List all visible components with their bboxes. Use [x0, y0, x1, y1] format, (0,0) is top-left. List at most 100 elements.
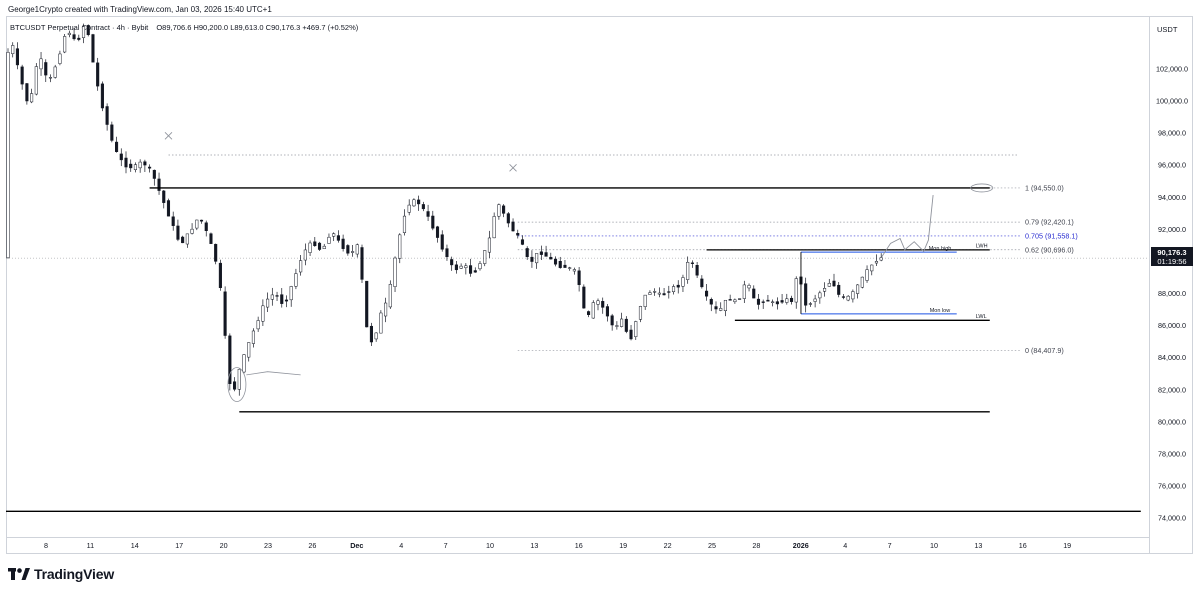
candle-body [63, 36, 67, 53]
y-tick-label: 74,000.0 [1158, 514, 1186, 523]
low-value: L89,613.0 [230, 23, 264, 32]
candle-body [355, 244, 359, 255]
candle-body [823, 288, 827, 292]
candle-body [6, 52, 10, 259]
x-tick-label: Dec [350, 541, 363, 550]
candle-body [634, 321, 638, 337]
x-tick-label: 20 [220, 541, 228, 550]
last-price-value: 90,176.3 [1157, 248, 1187, 257]
y-tick-label: 88,000.0 [1158, 289, 1186, 298]
candle-body [204, 222, 208, 232]
y-tick-label: 86,000.0 [1158, 321, 1186, 330]
x-tick-label: 19 [619, 541, 627, 550]
candle-body [53, 66, 57, 78]
candle-body [148, 166, 152, 169]
candle-body [294, 273, 298, 287]
candle-body [478, 263, 482, 270]
candle-body [440, 234, 444, 250]
candle-body [775, 301, 779, 305]
candle-body [827, 282, 831, 287]
candle-body [492, 216, 496, 239]
candle-body [544, 252, 548, 257]
candle-body [105, 106, 109, 125]
candle-body [865, 269, 869, 281]
last-price-tag: 90,176.3 01:19:56 [1151, 247, 1193, 266]
candle-body [681, 277, 685, 287]
candle-body [700, 278, 704, 288]
candle-body [398, 234, 402, 259]
candle-body [421, 204, 425, 210]
y-tick-label: 94,000.0 [1158, 193, 1186, 202]
candle-body [20, 66, 24, 85]
candle-body [341, 238, 345, 249]
candle-body [728, 299, 732, 301]
y-tick-label: 76,000.0 [1158, 482, 1186, 491]
candle-body [81, 26, 86, 38]
candle-body [407, 204, 411, 213]
candle-body [270, 294, 274, 300]
candle-body [327, 236, 331, 244]
high-value: H90,200.0 [193, 23, 229, 32]
target-circle [970, 183, 994, 193]
x-tick-label: 2026 [793, 541, 809, 550]
x-tick-label: 13 [530, 541, 538, 550]
candle-body [870, 264, 874, 272]
candle-body [756, 298, 761, 305]
candle-body [157, 178, 161, 191]
candle-body [313, 241, 317, 247]
x-tick-label: 22 [664, 541, 672, 550]
candle-body [374, 332, 378, 340]
candle-body [690, 262, 694, 264]
candle-body [100, 83, 104, 109]
candle-body [30, 93, 34, 103]
candle-body [577, 270, 581, 285]
candle-body [553, 258, 558, 265]
fib-label: 0.79 (92,420.1) [1025, 218, 1074, 227]
x-tick-label: 17 [175, 541, 183, 550]
bar-countdown: 01:19:56 [1157, 257, 1187, 266]
x-tick-label: 10 [486, 541, 494, 550]
candle-body [874, 261, 879, 264]
y-tick-label: 98,000.0 [1158, 129, 1186, 138]
x-tick-label: 16 [575, 541, 583, 550]
candle-body [502, 205, 506, 214]
candle-body [841, 296, 845, 298]
currency-label[interactable]: USDT [1157, 25, 1178, 34]
candle-body [11, 45, 15, 54]
candle-body [473, 270, 477, 273]
candle-body [747, 285, 751, 289]
y-tick-label: 96,000.0 [1158, 161, 1186, 170]
candles [6, 23, 883, 396]
candle-body [459, 265, 463, 269]
candle-body [431, 215, 435, 229]
y-tick-label: 78,000.0 [1158, 450, 1186, 459]
candle-body [91, 34, 95, 63]
candle-body [497, 204, 501, 217]
level-label: LWL [976, 314, 987, 320]
candle-body [530, 256, 534, 262]
candle-body [209, 233, 213, 244]
fib-label: 1 (94,550.0) [1025, 183, 1064, 192]
candle-body [695, 265, 699, 276]
symbol-title[interactable]: BTCUSDT Perpetual Contract · 4h · Bybit [10, 23, 149, 32]
low-circle-tail [246, 371, 301, 376]
candle-body [261, 305, 265, 322]
tradingview-logo[interactable]: TradingView [8, 566, 114, 582]
candle-body [412, 199, 416, 207]
candle-body [454, 264, 458, 271]
candle-body [308, 242, 312, 253]
candle-body [667, 291, 671, 293]
candle-body [539, 251, 543, 255]
candle-body [568, 267, 572, 269]
candle-body [176, 225, 180, 240]
candle-body [332, 233, 336, 237]
candle-body [525, 248, 529, 258]
candle-body [629, 329, 633, 340]
candle-body [587, 311, 591, 315]
month-low-label: Mon low [930, 308, 951, 314]
candle-body [124, 157, 128, 168]
candle-body [818, 292, 822, 299]
candle-body [152, 169, 156, 179]
candle-body [181, 236, 185, 244]
